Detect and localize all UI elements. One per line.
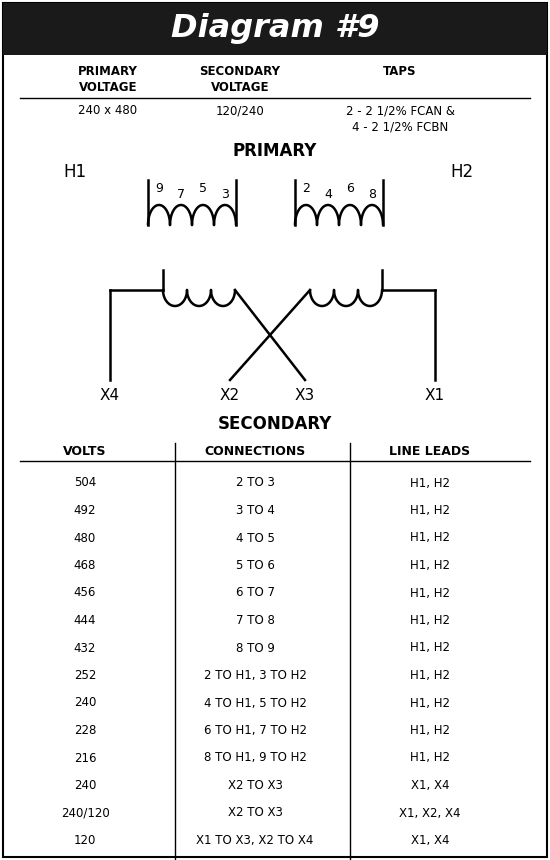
- Text: 240/120: 240/120: [60, 807, 109, 820]
- Text: H1, H2: H1, H2: [410, 724, 450, 737]
- Text: 2 TO 3: 2 TO 3: [235, 476, 274, 489]
- Text: 4 TO 5: 4 TO 5: [235, 531, 274, 544]
- Text: 8: 8: [368, 188, 376, 201]
- Text: SECONDARY
VOLTAGE: SECONDARY VOLTAGE: [200, 65, 280, 94]
- Text: LINE LEADS: LINE LEADS: [389, 445, 471, 458]
- Text: X1, X4: X1, X4: [411, 779, 449, 792]
- Text: 4 TO H1, 5 TO H2: 4 TO H1, 5 TO H2: [204, 697, 306, 709]
- Text: TAPS: TAPS: [383, 65, 417, 78]
- Text: H2: H2: [450, 163, 474, 181]
- Text: 432: 432: [74, 642, 96, 654]
- Text: 240: 240: [74, 697, 96, 709]
- Text: 4: 4: [324, 188, 332, 201]
- Text: H1, H2: H1, H2: [410, 531, 450, 544]
- Text: PRIMARY: PRIMARY: [233, 142, 317, 160]
- Text: 8 TO H1, 9 TO H2: 8 TO H1, 9 TO H2: [204, 752, 306, 765]
- Text: 492: 492: [74, 504, 96, 517]
- Text: 444: 444: [74, 614, 96, 627]
- Text: 252: 252: [74, 669, 96, 682]
- Text: 5 TO 6: 5 TO 6: [235, 559, 274, 572]
- Text: H1, H2: H1, H2: [410, 614, 450, 627]
- Text: H1, H2: H1, H2: [410, 587, 450, 599]
- Text: X1, X4: X1, X4: [411, 834, 449, 847]
- Text: 456: 456: [74, 587, 96, 599]
- Text: H1, H2: H1, H2: [410, 559, 450, 572]
- Text: H1, H2: H1, H2: [410, 752, 450, 765]
- Bar: [3, 3, 547, 55]
- Text: X1: X1: [425, 388, 445, 403]
- Text: H1: H1: [63, 163, 86, 181]
- Text: 8 TO 9: 8 TO 9: [235, 642, 274, 654]
- Text: 3: 3: [221, 188, 229, 201]
- Text: CONNECTIONS: CONNECTIONS: [205, 445, 306, 458]
- Text: 120/240: 120/240: [216, 104, 265, 117]
- Text: X2 TO X3: X2 TO X3: [228, 779, 283, 792]
- Text: 7 TO 8: 7 TO 8: [235, 614, 274, 627]
- Text: 480: 480: [74, 531, 96, 544]
- Text: 9: 9: [155, 182, 163, 195]
- Text: 6: 6: [346, 182, 354, 195]
- Text: 468: 468: [74, 559, 96, 572]
- Text: 120: 120: [74, 834, 96, 847]
- Text: X1, X2, X4: X1, X2, X4: [399, 807, 461, 820]
- Text: X4: X4: [100, 388, 120, 403]
- Text: SECONDARY: SECONDARY: [218, 415, 332, 433]
- Text: VOLTS: VOLTS: [63, 445, 107, 458]
- Text: 2 TO H1, 3 TO H2: 2 TO H1, 3 TO H2: [204, 669, 306, 682]
- Text: H1, H2: H1, H2: [410, 697, 450, 709]
- Text: H1, H2: H1, H2: [410, 476, 450, 489]
- Text: 7: 7: [177, 188, 185, 201]
- Text: X1 TO X3, X2 TO X4: X1 TO X3, X2 TO X4: [196, 834, 314, 847]
- Text: 2 - 2 1/2% FCAN &
4 - 2 1/2% FCBN: 2 - 2 1/2% FCAN & 4 - 2 1/2% FCBN: [345, 104, 454, 134]
- Text: H1, H2: H1, H2: [410, 669, 450, 682]
- Text: 240 x 480: 240 x 480: [79, 104, 138, 117]
- Text: H1, H2: H1, H2: [410, 642, 450, 654]
- Text: X2: X2: [220, 388, 240, 403]
- Text: 6 TO 7: 6 TO 7: [235, 587, 274, 599]
- Text: X2 TO X3: X2 TO X3: [228, 807, 283, 820]
- Text: Diagram #9: Diagram #9: [170, 14, 380, 45]
- Text: X3: X3: [295, 388, 315, 403]
- Text: 228: 228: [74, 724, 96, 737]
- Text: 240: 240: [74, 779, 96, 792]
- Text: PRIMARY
VOLTAGE: PRIMARY VOLTAGE: [78, 65, 138, 94]
- Text: 504: 504: [74, 476, 96, 489]
- Text: H1, H2: H1, H2: [410, 504, 450, 517]
- Text: 3 TO 4: 3 TO 4: [235, 504, 274, 517]
- Text: 2: 2: [302, 182, 310, 195]
- Text: 216: 216: [74, 752, 96, 765]
- Text: 5: 5: [199, 182, 207, 195]
- Text: 6 TO H1, 7 TO H2: 6 TO H1, 7 TO H2: [204, 724, 306, 737]
